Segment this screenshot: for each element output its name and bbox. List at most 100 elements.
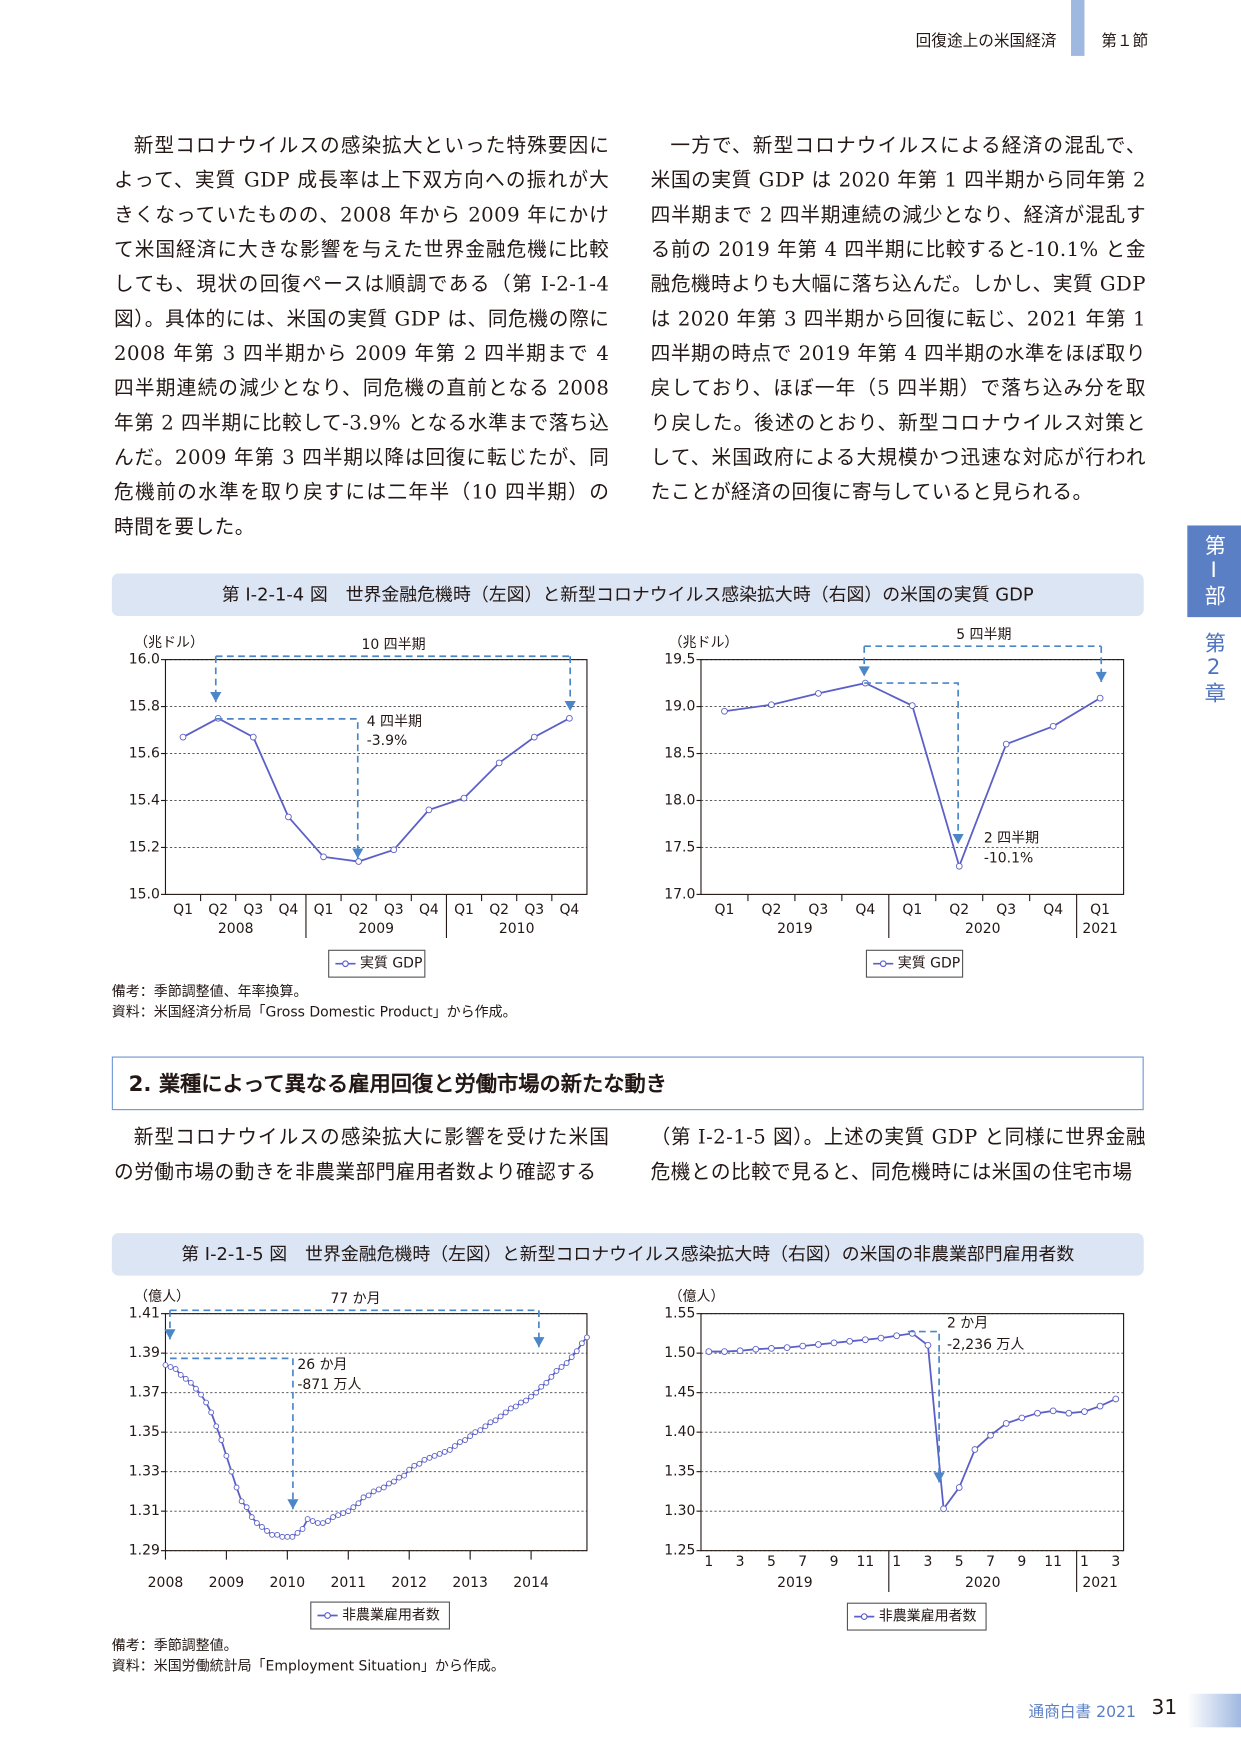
data-point (425, 806, 433, 814)
x-tick-label: Q3 (996, 902, 1016, 918)
annotation: 26 か月 (297, 1357, 347, 1373)
data-point (533, 1389, 540, 1396)
y-tick-label: 15.6 (129, 746, 160, 762)
plot-frame (164, 659, 588, 895)
data-point (401, 1472, 408, 1479)
data-point (783, 1344, 791, 1351)
y-tick-label: 15.4 (129, 792, 160, 808)
data-point (518, 1399, 524, 1406)
legend-marker (879, 960, 887, 968)
data-point (721, 707, 728, 715)
x-tick-label: Q1 (314, 902, 334, 918)
figure-note: 備考：季節調整値、年率換算。 (111, 982, 308, 1000)
data-point (446, 1447, 453, 1453)
data-point (253, 1520, 260, 1526)
data-point (177, 1371, 184, 1378)
data-point (340, 1510, 347, 1517)
y-tick-label: 1.31 (129, 1503, 160, 1519)
paragraph: （第 I-2-1-5 図）。上述の実質 GDP と同様に世界金融危機との比較で見… (650, 1126, 1146, 1184)
data-point (431, 1452, 438, 1459)
data-point (721, 1348, 728, 1355)
data-point (492, 1417, 499, 1424)
x-tick-label: 2011 (330, 1575, 366, 1591)
x-tick-label: Q4 (1043, 902, 1063, 918)
x-tick-label: Q4 (559, 902, 579, 918)
x-tick-label: 2012 (391, 1575, 427, 1591)
data-point (289, 1533, 296, 1540)
data-point (1081, 1408, 1088, 1415)
figure-note: 備考：季節調整値。 (111, 1636, 238, 1654)
x-tick-label: Q3 (243, 902, 263, 918)
y-tick-label: 19.0 (664, 699, 695, 715)
data-point (441, 1449, 448, 1455)
data-point (385, 1480, 392, 1487)
data-point (1112, 1395, 1120, 1403)
figure-source: 資料：米国労働統計局「Employment Situation」から作成。 (111, 1656, 505, 1674)
data-point (269, 1531, 276, 1538)
data-point (538, 1383, 545, 1390)
y-tick-label: 15.8 (129, 699, 160, 715)
x-tick-label: Q2 (349, 902, 369, 918)
arrow-head (287, 1499, 299, 1510)
y-unit: （億人） (134, 1289, 190, 1305)
data-point (182, 1375, 189, 1382)
data-point (1096, 1402, 1104, 1410)
y-tick-label: 1.45 (664, 1385, 695, 1401)
data-point (198, 1391, 204, 1398)
data-point (528, 1393, 534, 1400)
running-head: 回復途上の米国経済 (915, 32, 1057, 51)
plot-frame (700, 659, 1125, 895)
data-point (1049, 722, 1057, 730)
data-point (350, 1504, 357, 1511)
x-tick-label: Q1 (902, 902, 922, 918)
data-point (815, 1341, 822, 1348)
data-point (830, 1339, 838, 1347)
data-point (846, 1337, 854, 1345)
data-point (213, 1423, 220, 1430)
data-point (390, 846, 398, 854)
data-point (1034, 1409, 1041, 1417)
data-point (193, 1385, 199, 1392)
annotation: -3.9% (367, 733, 408, 749)
data-point (705, 1348, 713, 1355)
data-point (861, 1336, 869, 1344)
arrow-head (352, 848, 364, 859)
data-point (523, 1397, 529, 1404)
x-group-label: 2019 (777, 1575, 813, 1591)
data-point (375, 1486, 382, 1493)
y-tick-label: 1.25 (664, 1543, 695, 1559)
x-group-label: 2020 (965, 921, 1001, 937)
data-point (584, 1334, 590, 1341)
data-point (452, 1443, 458, 1449)
data-point (355, 1500, 362, 1507)
annotation: 77 か月 (330, 1291, 380, 1307)
data-point (558, 1364, 565, 1370)
data-point (172, 1366, 179, 1372)
data-point (243, 1504, 250, 1511)
y-tick-label: 1.41 (129, 1306, 160, 1322)
legend-label: 実質 GDP (898, 956, 960, 972)
x-tick-label: 1 (1080, 1554, 1089, 1570)
annotation: 5 四半期 (956, 627, 1011, 643)
x-group-label: 2020 (965, 1575, 1001, 1591)
data-point (467, 1433, 474, 1440)
data-point (203, 1399, 209, 1406)
data-point (238, 1498, 245, 1505)
data-point (411, 1462, 418, 1469)
data-point (426, 1454, 433, 1461)
data-point (187, 1379, 194, 1386)
data-point (319, 1520, 326, 1526)
annotation: -2,236 万人 (947, 1337, 1024, 1353)
legend-label: 非農業雇用者数 (879, 1608, 977, 1625)
arrow-head (210, 692, 222, 703)
x-tick-label: Q1 (454, 902, 474, 918)
data-point (877, 1334, 885, 1342)
x-tick-label: Q1 (715, 902, 735, 918)
x-tick-label: 5 (767, 1554, 776, 1570)
arrow-head (533, 1337, 545, 1348)
data-point (955, 1484, 963, 1491)
data-point (548, 1373, 555, 1380)
paragraph: 新型コロナウイルスの感染拡大に影響を受けた米国の労働市場の動きを非農業部門雇用者… (114, 1126, 610, 1184)
plot-frame (164, 1313, 588, 1552)
annotation: 10 四半期 (361, 637, 425, 653)
